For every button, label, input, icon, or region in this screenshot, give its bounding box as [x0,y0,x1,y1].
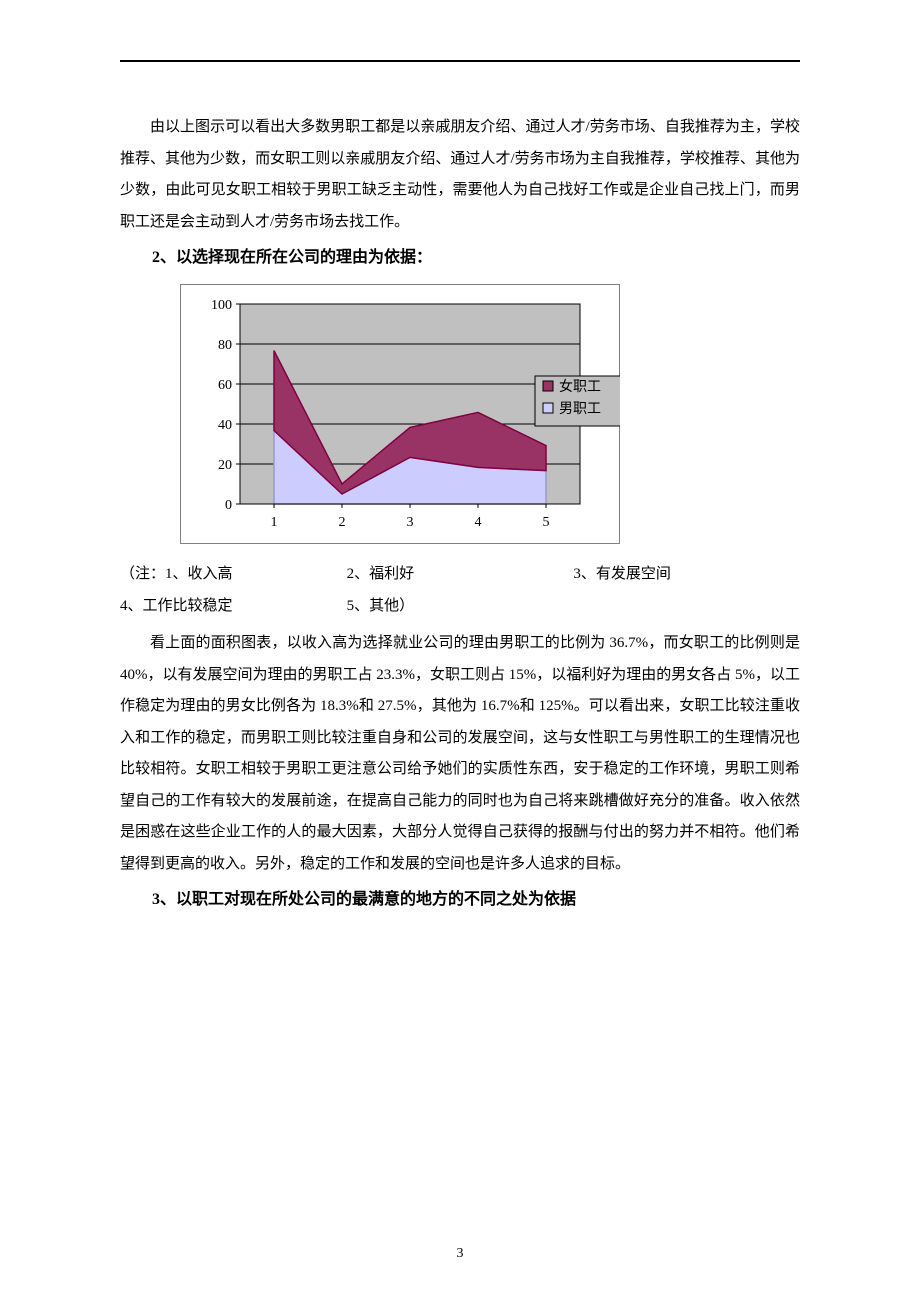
page-number: 3 [0,1246,920,1262]
svg-text:0: 0 [225,498,232,513]
svg-text:4: 4 [475,515,482,530]
top-rule [120,60,800,62]
note-r2c3 [573,591,800,623]
heading-3: 3、以职工对现在所处公司的最满意的地方的不同之处为依据 [120,884,800,916]
svg-text:2: 2 [339,515,346,530]
note-r2c2: 5、其他） [347,591,574,623]
paragraph-2: 看上面的面积图表，以收入高为选择就业公司的理由男职工的比例为 36.7%，而女职… [120,628,800,880]
note-r1c3: 3、有发展空间 [573,559,800,591]
svg-text:80: 80 [218,338,232,353]
svg-text:40: 40 [218,418,232,433]
stacked-area-chart: 0 20 40 60 80 100 1 2 3 4 5 女职工男职工 [180,284,620,544]
note-r2c1: 4、工作比较稳定 [120,591,347,623]
note-r1c2: 2、福利好 [347,559,574,591]
chart-area: 0 20 40 60 80 100 1 2 3 4 5 女职工男职工 [180,284,800,549]
svg-text:1: 1 [271,515,278,530]
paragraph-1: 由以上图示可以看出大多数男职工都是以亲戚朋友介绍、通过人才/劳务市场、自我推荐为… [120,112,800,238]
note-r1c1: （注：1、收入高 [120,559,347,591]
svg-text:3: 3 [407,515,414,530]
svg-text:女职工: 女职工 [559,378,601,395]
svg-text:100: 100 [211,298,232,313]
chart-note: （注：1、收入高 2、福利好 3、有发展空间 4、工作比较稳定 5、其他） [120,559,800,622]
svg-text:60: 60 [218,378,232,393]
svg-text:男职工: 男职工 [559,402,601,417]
svg-text:20: 20 [218,458,232,473]
heading-2: 2、以选择现在所在公司的理由为依据： [120,242,800,274]
svg-text:5: 5 [543,515,550,530]
